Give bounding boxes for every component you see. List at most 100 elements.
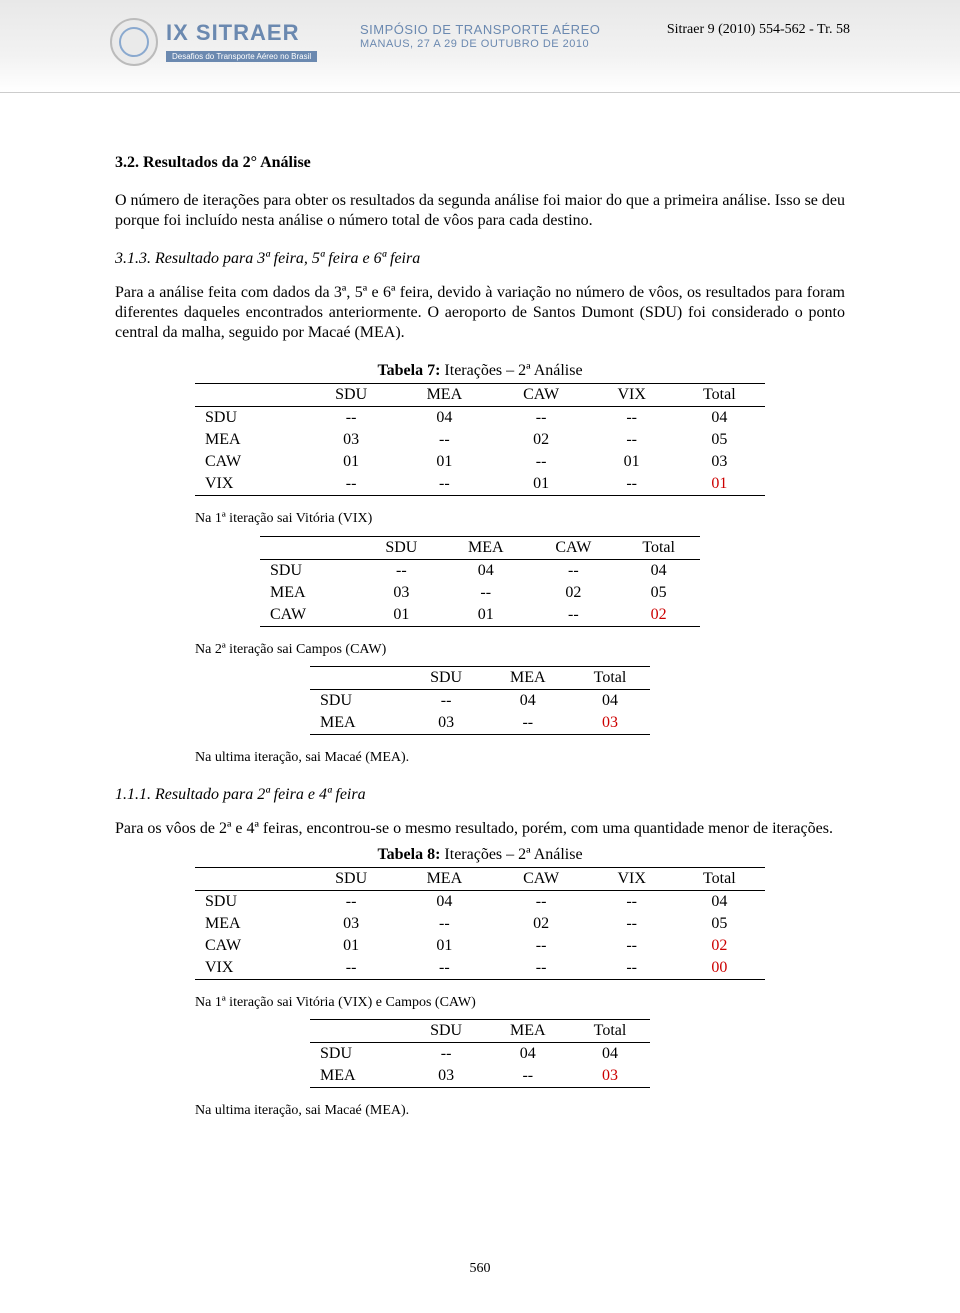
table-cell: -- <box>529 559 617 582</box>
table-cell: -- <box>396 429 492 451</box>
table8-caption-bold: Tabela 8: <box>377 846 440 863</box>
row-label: SDU <box>310 690 407 713</box>
table-cell: -- <box>529 604 617 627</box>
table-cell: 04 <box>486 1043 570 1066</box>
row-label: VIX <box>195 957 306 980</box>
subsection1-title: Resultado para 3ª feira, 5ª feira e 6ª f… <box>155 250 420 267</box>
table-cell: -- <box>306 890 396 913</box>
table-cell: -- <box>486 1065 570 1088</box>
column-header: MEA <box>442 536 529 559</box>
section-heading: 3.2. Resultados da 2° Análise <box>115 153 845 173</box>
table-cell: 01 <box>590 451 674 473</box>
table-cell: -- <box>407 690 486 713</box>
table-cell: -- <box>590 957 674 980</box>
table-cell: 03 <box>407 712 486 735</box>
subsection2-num: 1.1.1. <box>115 786 151 803</box>
column-header: SDU <box>407 1020 486 1043</box>
table-8b: SDUMEATotalSDU--0404MEA03--03 <box>310 1019 650 1088</box>
column-header: CAW <box>493 867 590 890</box>
table-cell: -- <box>306 473 396 496</box>
column-header: SDU <box>306 384 396 407</box>
column-header: CAW <box>493 384 590 407</box>
table-cell: -- <box>493 451 590 473</box>
row-label: VIX <box>195 473 306 496</box>
table-corner <box>195 867 306 890</box>
table-cell: 04 <box>570 1043 650 1066</box>
row-label: CAW <box>195 451 306 473</box>
row-label: SDU <box>195 407 306 430</box>
table-cell: 04 <box>442 559 529 582</box>
column-header: SDU <box>407 667 486 690</box>
row-label: MEA <box>310 712 407 735</box>
paragraph-1: O número de iterações para obter os resu… <box>115 191 845 231</box>
table-cell: -- <box>493 935 590 957</box>
row-label: SDU <box>310 1043 407 1066</box>
column-header: MEA <box>486 667 570 690</box>
subsection1-num: 3.1.3. <box>115 250 151 267</box>
logo-text: IX SITRAER Desafios do Transporte Aéreo … <box>166 20 317 64</box>
row-label: SDU <box>195 890 306 913</box>
table-cell: 04 <box>570 690 650 713</box>
table-cell: -- <box>493 407 590 430</box>
page-number: 560 <box>0 1261 960 1277</box>
table-cell: 01 <box>396 935 492 957</box>
paragraph-3: Para os vôos de 2ª e 4ª feiras, encontro… <box>115 819 845 839</box>
table-corner <box>260 536 361 559</box>
row-label: SDU <box>260 559 361 582</box>
iteration-note-5: Na ultima iteração, sai Macaé (MEA). <box>195 1102 845 1120</box>
table-cell: -- <box>361 559 443 582</box>
table-cell: 01 <box>396 451 492 473</box>
table-corner <box>310 1020 407 1043</box>
table-cell: 04 <box>674 890 765 913</box>
table7-caption-bold: Tabela 7: <box>377 362 440 379</box>
row-label: MEA <box>260 582 361 604</box>
column-header: VIX <box>590 867 674 890</box>
table-cell: 02 <box>493 429 590 451</box>
column-header: VIX <box>590 384 674 407</box>
table-cell: -- <box>306 407 396 430</box>
subsection2-title: Resultado para 2ª feira e 4ª feira <box>155 786 366 803</box>
table-cell: 02 <box>674 935 765 957</box>
table-cell: -- <box>590 473 674 496</box>
table7-caption-rest: Iterações – 2ª Análise <box>440 362 582 379</box>
table-cell: 05 <box>674 429 765 451</box>
symposium-line1: SIMPÓSIO DE TRANSPORTE AÉREO <box>360 22 600 38</box>
table-cell: -- <box>590 913 674 935</box>
table-7b: SDUMEACAWTotalSDU--04--04MEA03--0205CAW0… <box>260 536 700 627</box>
table7-caption: Tabela 7: Iterações – 2ª Análise <box>115 361 845 381</box>
table-cell: 03 <box>306 913 396 935</box>
table-cell: -- <box>493 957 590 980</box>
table-cell: 01 <box>442 604 529 627</box>
iteration-note-2: Na 2ª iteração sai Campos (CAW) <box>195 641 845 659</box>
row-label: CAW <box>195 935 306 957</box>
table-cell: -- <box>396 957 492 980</box>
table-cell: -- <box>396 913 492 935</box>
page-content: 3.2. Resultados da 2° Análise O número d… <box>0 93 960 1120</box>
table-cell: 04 <box>396 890 492 913</box>
column-header: CAW <box>529 536 617 559</box>
column-header: Total <box>674 384 765 407</box>
logo-title: IX SITRAER <box>166 20 317 46</box>
table-cell: 04 <box>486 690 570 713</box>
column-header: Total <box>617 536 700 559</box>
table-cell: -- <box>407 1043 486 1066</box>
table-cell: -- <box>590 890 674 913</box>
table-7: SDUMEACAWVIXTotalSDU--04----04MEA03--02-… <box>195 383 765 496</box>
table-cell: 03 <box>407 1065 486 1088</box>
table-cell: -- <box>493 890 590 913</box>
conference-logo-icon <box>110 18 158 66</box>
table-cell: 04 <box>617 559 700 582</box>
table-corner <box>310 667 407 690</box>
table8-caption-rest: Iterações – 2ª Análise <box>440 846 582 863</box>
symposium-line2: MANAUS, 27 A 29 DE OUTUBRO DE 2010 <box>360 38 600 51</box>
table-cell: 03 <box>570 1065 650 1088</box>
column-header: MEA <box>396 867 492 890</box>
subsection-heading-1: 3.1.3. Resultado para 3ª feira, 5ª feira… <box>115 249 845 269</box>
section-num: 3.2. <box>115 154 139 171</box>
column-header: MEA <box>486 1020 570 1043</box>
iteration-note-4: Na 1ª iteração sai Vitória (VIX) e Campo… <box>195 994 845 1012</box>
iteration-note-1: Na 1ª iteração sai Vitória (VIX) <box>195 510 845 528</box>
table-cell: 02 <box>493 913 590 935</box>
header-logo-block: IX SITRAER Desafios do Transporte Aéreo … <box>110 18 317 66</box>
table-cell: 04 <box>674 407 765 430</box>
